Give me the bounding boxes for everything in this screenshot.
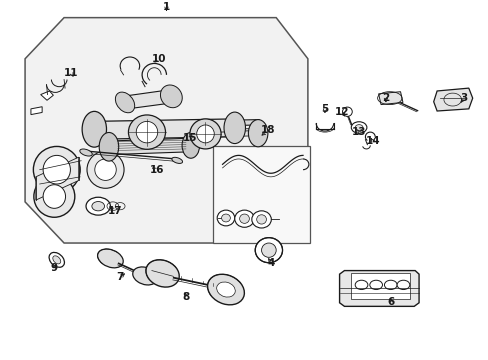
- Text: 6: 6: [386, 297, 394, 307]
- Ellipse shape: [145, 260, 179, 287]
- Ellipse shape: [261, 243, 276, 257]
- Ellipse shape: [92, 202, 104, 211]
- Ellipse shape: [342, 107, 351, 116]
- Ellipse shape: [33, 147, 80, 193]
- Ellipse shape: [99, 132, 119, 161]
- Ellipse shape: [255, 238, 282, 263]
- Ellipse shape: [224, 112, 245, 144]
- Text: 1: 1: [163, 2, 170, 12]
- Ellipse shape: [216, 282, 235, 297]
- Ellipse shape: [87, 151, 124, 188]
- Text: 2: 2: [382, 93, 389, 103]
- Ellipse shape: [354, 125, 362, 130]
- Polygon shape: [220, 130, 259, 137]
- Ellipse shape: [369, 280, 382, 289]
- Ellipse shape: [384, 280, 396, 289]
- Polygon shape: [108, 138, 190, 155]
- Text: 15: 15: [182, 133, 197, 143]
- Polygon shape: [93, 120, 259, 129]
- Ellipse shape: [53, 256, 61, 264]
- Ellipse shape: [248, 120, 267, 147]
- Polygon shape: [98, 129, 254, 137]
- Ellipse shape: [160, 85, 182, 108]
- Bar: [212, 147, 310, 243]
- Text: 14: 14: [365, 136, 379, 146]
- Text: 10: 10: [152, 54, 166, 64]
- Ellipse shape: [80, 149, 92, 156]
- Ellipse shape: [396, 280, 409, 289]
- Ellipse shape: [251, 211, 271, 228]
- Ellipse shape: [86, 197, 110, 215]
- Polygon shape: [122, 89, 181, 109]
- Ellipse shape: [34, 176, 75, 217]
- Ellipse shape: [196, 125, 214, 143]
- Ellipse shape: [43, 185, 65, 208]
- Ellipse shape: [217, 210, 234, 226]
- Polygon shape: [339, 271, 418, 306]
- Text: 13: 13: [351, 127, 366, 137]
- Ellipse shape: [136, 121, 158, 143]
- Ellipse shape: [189, 119, 221, 149]
- Text: 9: 9: [51, 263, 58, 273]
- Ellipse shape: [98, 249, 123, 268]
- Text: 5: 5: [321, 104, 328, 114]
- Ellipse shape: [234, 210, 254, 227]
- Polygon shape: [41, 91, 53, 100]
- Ellipse shape: [49, 252, 64, 267]
- Ellipse shape: [182, 132, 199, 158]
- Ellipse shape: [95, 159, 116, 180]
- Text: 3: 3: [459, 93, 467, 103]
- Ellipse shape: [221, 214, 230, 222]
- Polygon shape: [36, 157, 79, 200]
- Text: 12: 12: [334, 107, 348, 117]
- Text: 4: 4: [267, 258, 274, 268]
- Ellipse shape: [207, 274, 244, 305]
- Text: 16: 16: [149, 165, 163, 175]
- Ellipse shape: [132, 267, 157, 285]
- Ellipse shape: [82, 111, 106, 147]
- Polygon shape: [93, 119, 234, 139]
- Polygon shape: [31, 107, 42, 114]
- Text: 8: 8: [182, 292, 189, 302]
- Ellipse shape: [354, 280, 367, 289]
- Text: 11: 11: [64, 68, 79, 78]
- Ellipse shape: [115, 92, 134, 113]
- Ellipse shape: [239, 214, 249, 223]
- Ellipse shape: [43, 156, 70, 184]
- Polygon shape: [350, 274, 409, 299]
- Ellipse shape: [256, 215, 266, 224]
- Ellipse shape: [128, 115, 165, 149]
- Text: 7: 7: [116, 272, 123, 282]
- Ellipse shape: [171, 157, 182, 163]
- Polygon shape: [433, 88, 472, 111]
- Text: 17: 17: [108, 206, 122, 216]
- Ellipse shape: [350, 122, 366, 133]
- Text: 18: 18: [260, 125, 275, 135]
- Polygon shape: [378, 92, 402, 104]
- Polygon shape: [25, 18, 307, 243]
